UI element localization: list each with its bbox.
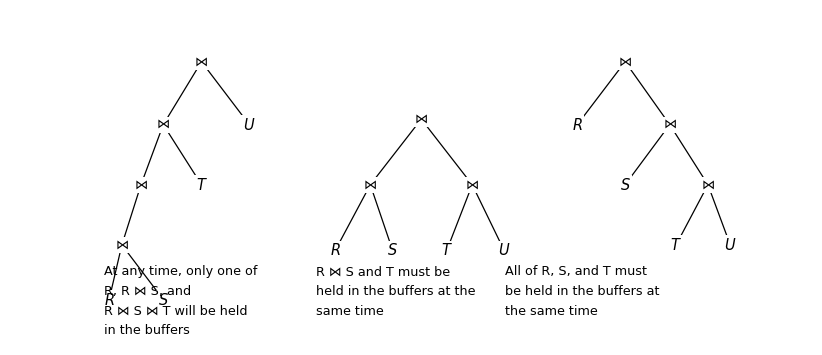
Text: ⋈: ⋈ [663, 118, 677, 131]
Text: ⋈: ⋈ [465, 178, 479, 191]
Text: in the buffers: in the buffers [104, 324, 190, 337]
Text: $U$: $U$ [243, 116, 256, 133]
Text: $T$: $T$ [196, 177, 207, 193]
Text: the same time: the same time [506, 305, 598, 318]
Text: ⋈: ⋈ [701, 178, 714, 191]
Text: $R$: $R$ [330, 242, 340, 258]
Text: $S$: $S$ [620, 177, 630, 193]
Text: ⋈: ⋈ [363, 178, 377, 191]
Text: ⋈: ⋈ [195, 55, 208, 68]
Text: be held in the buffers at: be held in the buffers at [506, 285, 660, 298]
Text: $U$: $U$ [498, 242, 510, 258]
Text: $S$: $S$ [158, 291, 169, 307]
Text: $R$: $R$ [572, 116, 583, 133]
Text: R ⋈ S and T must be: R ⋈ S and T must be [316, 266, 450, 278]
Text: All of R, S, and T must: All of R, S, and T must [506, 266, 648, 278]
Text: ⋈: ⋈ [157, 118, 170, 131]
Text: ⋈: ⋈ [115, 238, 128, 251]
Text: held in the buffers at the: held in the buffers at the [316, 285, 476, 298]
Text: ⋈: ⋈ [134, 178, 148, 191]
Text: $T$: $T$ [670, 237, 682, 253]
Text: $T$: $T$ [441, 242, 453, 258]
Text: ⋈: ⋈ [618, 55, 632, 68]
Text: At any time, only one of: At any time, only one of [104, 266, 257, 278]
Text: $R$: $R$ [104, 291, 114, 307]
Text: $S$: $S$ [387, 242, 398, 258]
Text: $U$: $U$ [724, 237, 737, 253]
Text: R, R ⋈ S, and: R, R ⋈ S, and [104, 285, 192, 298]
Text: ⋈: ⋈ [414, 113, 428, 126]
Text: R ⋈ S ⋈ T will be held: R ⋈ S ⋈ T will be held [104, 305, 247, 318]
Text: same time: same time [316, 305, 384, 318]
